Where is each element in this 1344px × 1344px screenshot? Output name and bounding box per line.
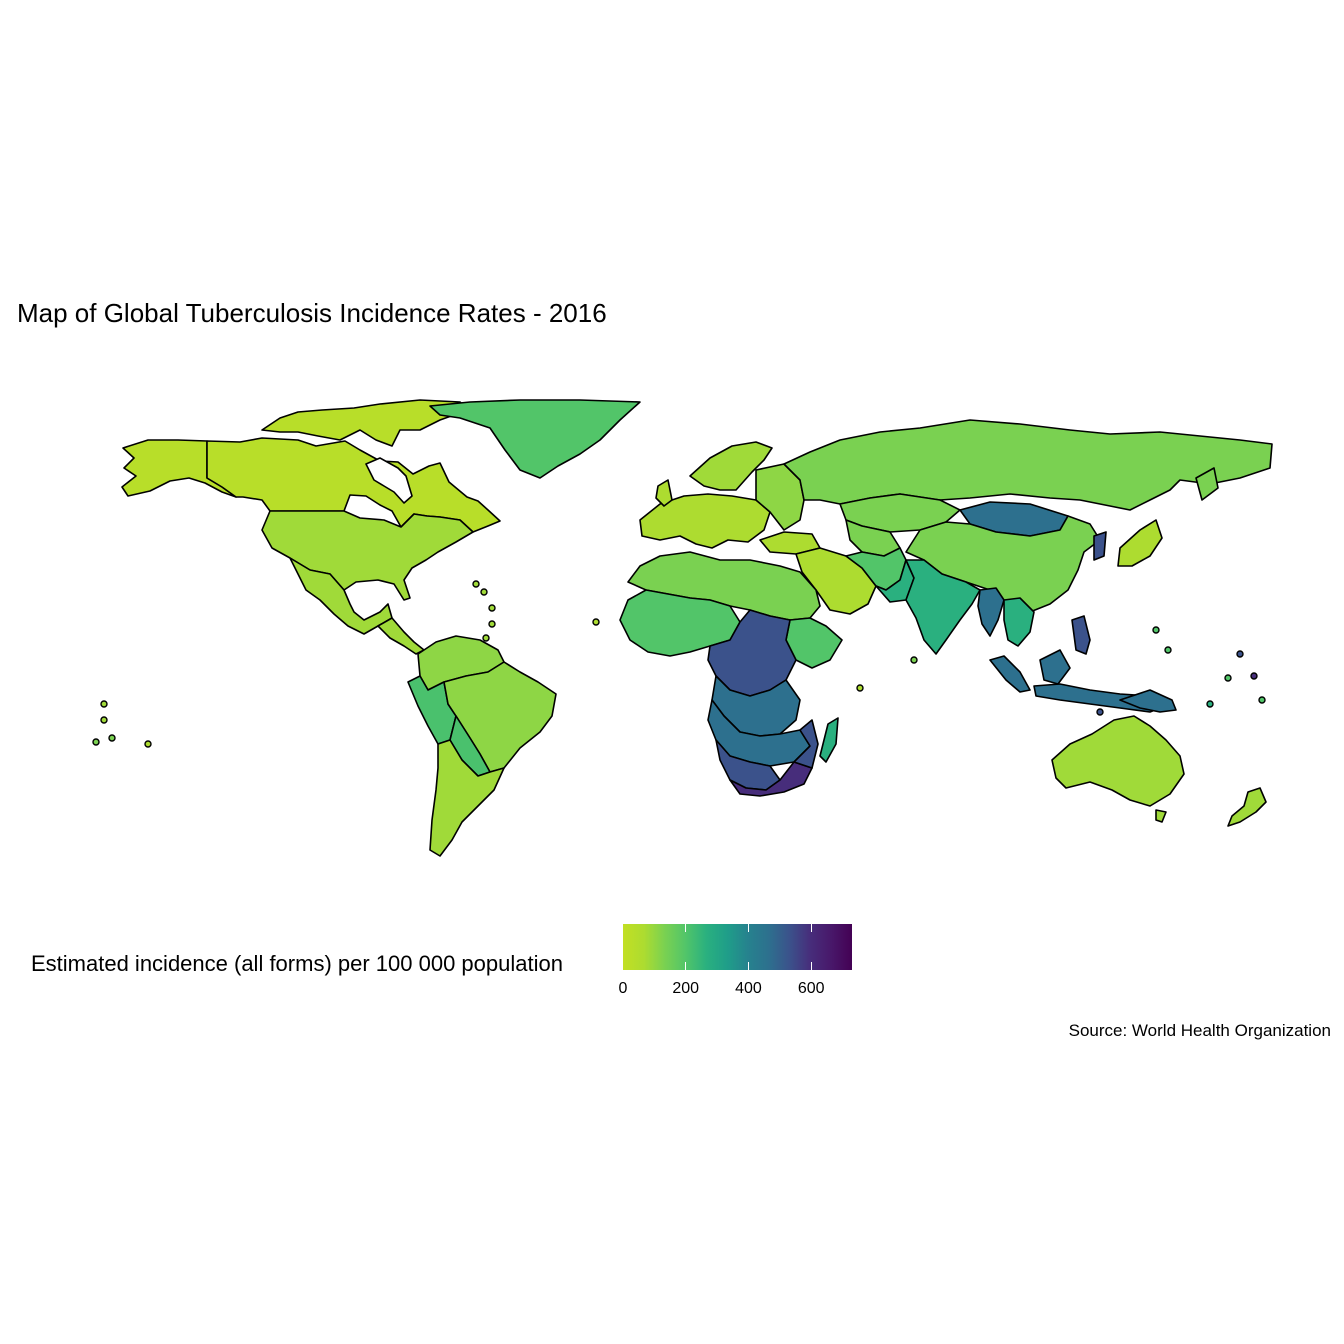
legend-tick-label: 400 bbox=[735, 980, 762, 997]
region-myanmar bbox=[977, 587, 1005, 637]
legend-tick-mark bbox=[747, 962, 749, 970]
region-usa bbox=[261, 510, 474, 601]
legend-tick-mark bbox=[810, 924, 812, 932]
island-marker bbox=[1152, 626, 1160, 634]
island-marker bbox=[1258, 696, 1266, 704]
island-marker bbox=[482, 634, 490, 642]
region-tasmania bbox=[1155, 809, 1167, 823]
legend-title: Estimated incidence (all forms) per 100 … bbox=[31, 951, 563, 976]
region-canada bbox=[206, 437, 501, 533]
source-caption: Source: World Health Organization bbox=[1068, 1021, 1331, 1040]
island-marker bbox=[108, 734, 116, 742]
region-philippines bbox=[1071, 615, 1091, 655]
legend-colorbar bbox=[623, 924, 852, 970]
region-korea bbox=[1093, 531, 1107, 561]
region-mexico bbox=[289, 557, 393, 635]
island-marker bbox=[144, 740, 152, 748]
region-western-europe bbox=[639, 493, 771, 549]
legend-tick-label: 200 bbox=[672, 980, 700, 997]
region-hudson-bay-water bbox=[365, 457, 413, 504]
legend-tick-label: 0 bbox=[618, 980, 628, 997]
region-alaska bbox=[121, 439, 237, 498]
region-australia bbox=[1051, 715, 1185, 807]
island-marker bbox=[1224, 674, 1232, 682]
island-marker bbox=[472, 580, 480, 588]
island-marker bbox=[1250, 672, 1258, 680]
legend-tick-mark bbox=[685, 962, 687, 970]
island-marker bbox=[1206, 700, 1214, 708]
island-marker bbox=[910, 656, 918, 664]
region-mozambique bbox=[793, 719, 819, 769]
region-papua-new-guinea bbox=[1119, 689, 1177, 713]
region-central-america bbox=[377, 617, 425, 655]
island-marker bbox=[488, 620, 496, 628]
region-new-zealand bbox=[1227, 787, 1267, 827]
island-marker bbox=[592, 618, 600, 626]
island-marker bbox=[488, 604, 496, 612]
island-marker bbox=[1236, 650, 1244, 658]
region-scandinavia bbox=[689, 441, 773, 491]
region-russia bbox=[783, 419, 1273, 511]
island-marker bbox=[856, 684, 864, 692]
island-marker bbox=[100, 716, 108, 724]
region-indonesia-sumatra bbox=[989, 655, 1031, 693]
region-kamchatka bbox=[1195, 467, 1219, 501]
chart-title: Map of Global Tuberculosis Incidence Rat… bbox=[17, 298, 607, 328]
region-india bbox=[905, 559, 981, 655]
region-madagascar bbox=[819, 717, 839, 763]
island-marker bbox=[100, 700, 108, 708]
legend-tick-mark bbox=[810, 962, 812, 970]
island-marker bbox=[1096, 708, 1104, 716]
legend-tick-mark bbox=[747, 924, 749, 932]
region-borneo bbox=[1039, 649, 1071, 685]
island-marker bbox=[480, 588, 488, 596]
legend-tick-label: 600 bbox=[797, 980, 825, 997]
region-greenland bbox=[429, 399, 641, 479]
region-uk bbox=[655, 479, 673, 507]
region-argentina-chile bbox=[429, 739, 505, 857]
region-canada-islands bbox=[261, 399, 469, 447]
island-marker bbox=[92, 738, 100, 746]
region-japan bbox=[1117, 519, 1163, 567]
island-marker bbox=[1164, 646, 1172, 654]
legend-tick-mark bbox=[685, 924, 687, 932]
region-indochina bbox=[1003, 597, 1035, 647]
